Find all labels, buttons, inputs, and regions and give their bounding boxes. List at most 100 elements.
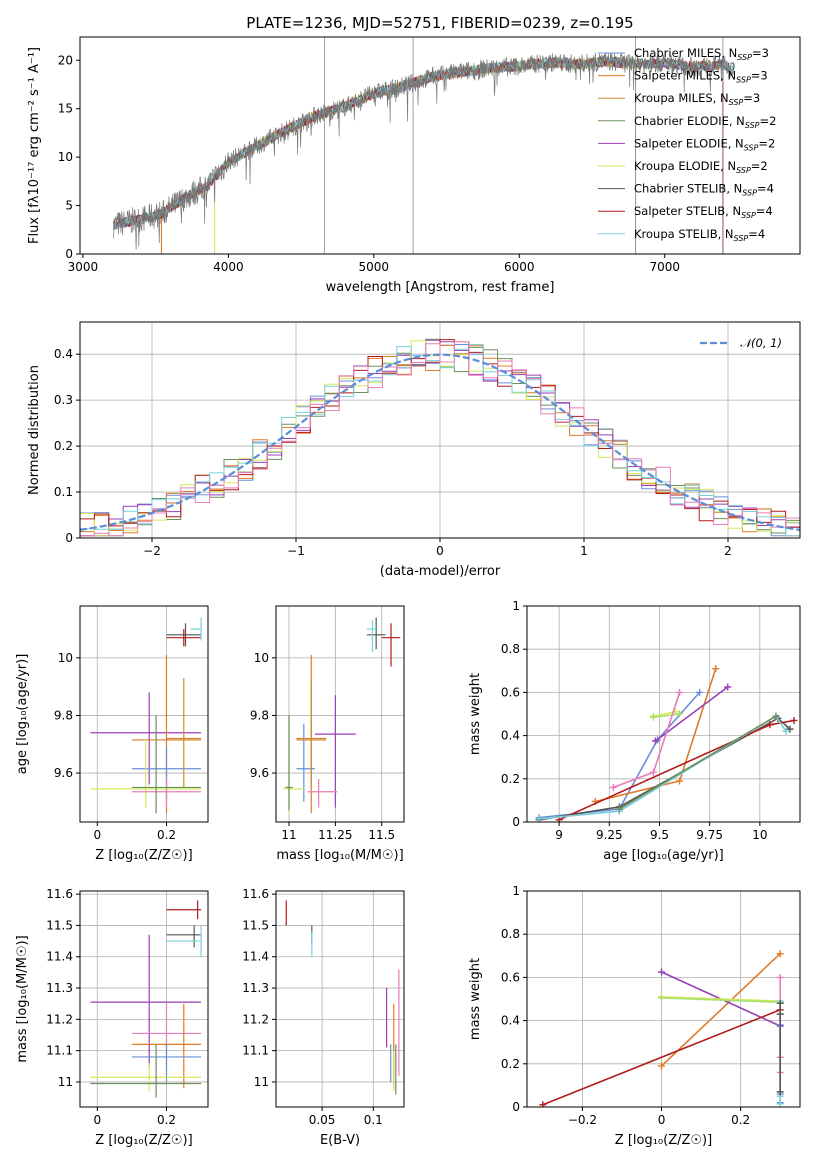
errorbar-point <box>166 678 202 788</box>
y-tick-label: 0.2 <box>54 439 73 453</box>
y-tick-label: 11.1 <box>46 1044 73 1058</box>
x-tick-label: 0.05 <box>309 1113 336 1127</box>
legend-entry: Salpeter MILES, NSSP=3 <box>634 69 768 85</box>
grid-lines <box>80 606 208 822</box>
x-tick-label: 10 <box>752 828 767 842</box>
legend-entry: 𝒩(0, 1) <box>740 336 782 350</box>
y-tick-label: 0.2 <box>501 1057 520 1071</box>
mass-age-panel: 11 11.25 11.5 9.6 9.8 10 mass [log₁₀(M/M☉)] <box>250 605 405 863</box>
x-tick-label: 0 <box>658 1113 666 1127</box>
weight-point-marker <box>676 710 684 718</box>
legend-entry: Chabrier ELODIE, NSSP=2 <box>634 114 776 130</box>
x-tick-label: 7000 <box>649 260 680 274</box>
weight-point-marker <box>609 783 617 791</box>
y-axis-label: mass weight <box>468 958 483 1040</box>
weight-point-marker <box>766 721 774 729</box>
legend-entry: Chabrier MILES, NSSP=3 <box>634 46 769 62</box>
weight-line-4 <box>653 713 680 718</box>
weight-point-marker <box>776 999 784 1007</box>
x-axis-label: age [log₁₀(age/yr)] <box>603 848 724 863</box>
axes-frame <box>526 890 801 1108</box>
errorbar-point <box>131 715 202 814</box>
weight-point-marker <box>649 768 657 776</box>
y-tick-label: 11.6 <box>46 887 73 901</box>
errorbar-point <box>366 620 379 653</box>
y-tick-label: 0.8 <box>501 642 520 656</box>
x-tick-label: 3000 <box>68 260 99 274</box>
weight-line-3 <box>653 711 676 717</box>
x-tick-label: 0 <box>93 1113 101 1127</box>
y-axis-label: mass weight <box>468 673 483 755</box>
x-tick-label: 0.2 <box>157 828 176 842</box>
weight-point-marker <box>776 950 784 958</box>
plot-area <box>80 338 800 537</box>
weight-point-marker <box>724 683 732 691</box>
axes-frame <box>79 321 801 539</box>
grid-lines <box>527 890 800 1108</box>
axes: 3000 4000 5000 6000 7000 0 5 10 15 20 wavelength [… <box>27 36 801 295</box>
axes-frame <box>79 605 209 823</box>
x-axis-label: E(B-V) <box>320 1133 360 1148</box>
metallicity-mass-panel: 0 0.2 11 11.1 11.2 11.3 11.4 11.5 11.6 Z [log₁₀(Z… <box>15 887 209 1148</box>
axes: −0.2 0 0.2 0 0.2 0.4 0.6 0.8 1 Z [log₁₀(Z/Z☉)] mas… <box>468 884 801 1148</box>
weight-point-marker <box>776 973 784 981</box>
age-mass-weight-panel: 9 9.25 9.5 9.75 10 0 0.2 0.4 0.6 0.8 1 age [log₁₀(a… <box>468 599 801 863</box>
y-tick-label: 9.8 <box>250 708 269 722</box>
histogram-step-7 <box>80 341 800 537</box>
legend-entry: Kroupa ELODIE, NSSP=2 <box>634 159 768 175</box>
y-tick-label: 10 <box>58 150 73 164</box>
y-tick-label: 11.6 <box>242 887 269 901</box>
grid-lines <box>276 606 404 822</box>
y-tick-label: 11.2 <box>242 1012 269 1026</box>
axes-frame <box>79 36 801 255</box>
legend-entry: Kroupa STELIB, NSSP=4 <box>634 227 765 243</box>
plot-area <box>539 950 784 1107</box>
y-tick-label: 9.8 <box>54 708 73 722</box>
axes: 0 0.2 9.6 9.8 10 Z [log₁₀(Z/Z☉)] age [log₁₀(ag… <box>15 605 209 863</box>
legend-entry: Salpeter STELIB, NSSP=4 <box>634 204 773 220</box>
errorbar-point <box>166 925 202 948</box>
y-tick-label: 0 <box>65 247 73 261</box>
axes: −2 −1 0 1 2 0 0.1 0.2 0.3 0.4 (data-model)/error No… <box>27 321 801 579</box>
errorbar-point <box>190 617 202 641</box>
axes-frame <box>275 605 405 823</box>
x-tick-label: 9.5 <box>650 828 669 842</box>
weight-line-5 <box>613 692 681 789</box>
y-tick-label: 0.4 <box>501 729 520 743</box>
y-tick-label: 15 <box>58 102 73 116</box>
weight-point-marker <box>535 815 543 822</box>
grid-lines <box>80 891 208 1107</box>
plot-area <box>285 900 400 1095</box>
errorbar-point <box>296 724 315 802</box>
errorbar-point <box>166 900 202 920</box>
x-tick-label: 0.2 <box>157 1113 176 1127</box>
y-tick-label: 11.4 <box>46 950 73 964</box>
errorbar-point <box>90 1063 202 1092</box>
errorbar-point <box>90 934 202 1067</box>
x-tick-label: −0.2 <box>568 1113 597 1127</box>
y-tick-label: 9.6 <box>54 766 73 780</box>
y-axis-label: Normed distribution <box>27 365 42 495</box>
weight-line-2 <box>661 996 781 1002</box>
ebv-mass-panel: 0.05 0.1 11 11.1 11.2 11.3 11.4 11.5 11.6 E(B-V) <box>242 887 405 1148</box>
x-tick-label: 5000 <box>359 260 390 274</box>
axes-frame <box>526 605 801 823</box>
x-tick-label: 1 <box>580 544 588 558</box>
x-tick-label: 9 <box>555 828 563 842</box>
x-tick-label: −2 <box>143 544 161 558</box>
y-tick-label: 0.6 <box>501 685 520 699</box>
plot-area <box>90 900 202 1098</box>
y-tick-label: 0.1 <box>54 485 73 499</box>
errorbar-point <box>366 617 386 650</box>
residuals-histogram-panel: −2 −1 0 1 2 0 0.1 0.2 0.3 0.4 (data-model)/error No… <box>27 321 801 579</box>
y-tick-label: 11 <box>254 1075 269 1089</box>
x-tick-label: 9.75 <box>696 828 723 842</box>
x-tick-label: 11.25 <box>318 828 352 842</box>
y-axis-label: mass [log₁₀(M/M☉)] <box>15 935 30 1062</box>
x-tick-label: 2 <box>724 544 732 558</box>
weight-point-marker <box>790 716 798 724</box>
y-tick-label: 11.1 <box>242 1044 269 1058</box>
x-axis-label: mass [log₁₀(M/M☉)] <box>276 848 403 863</box>
y-tick-label: 1 <box>512 599 520 613</box>
